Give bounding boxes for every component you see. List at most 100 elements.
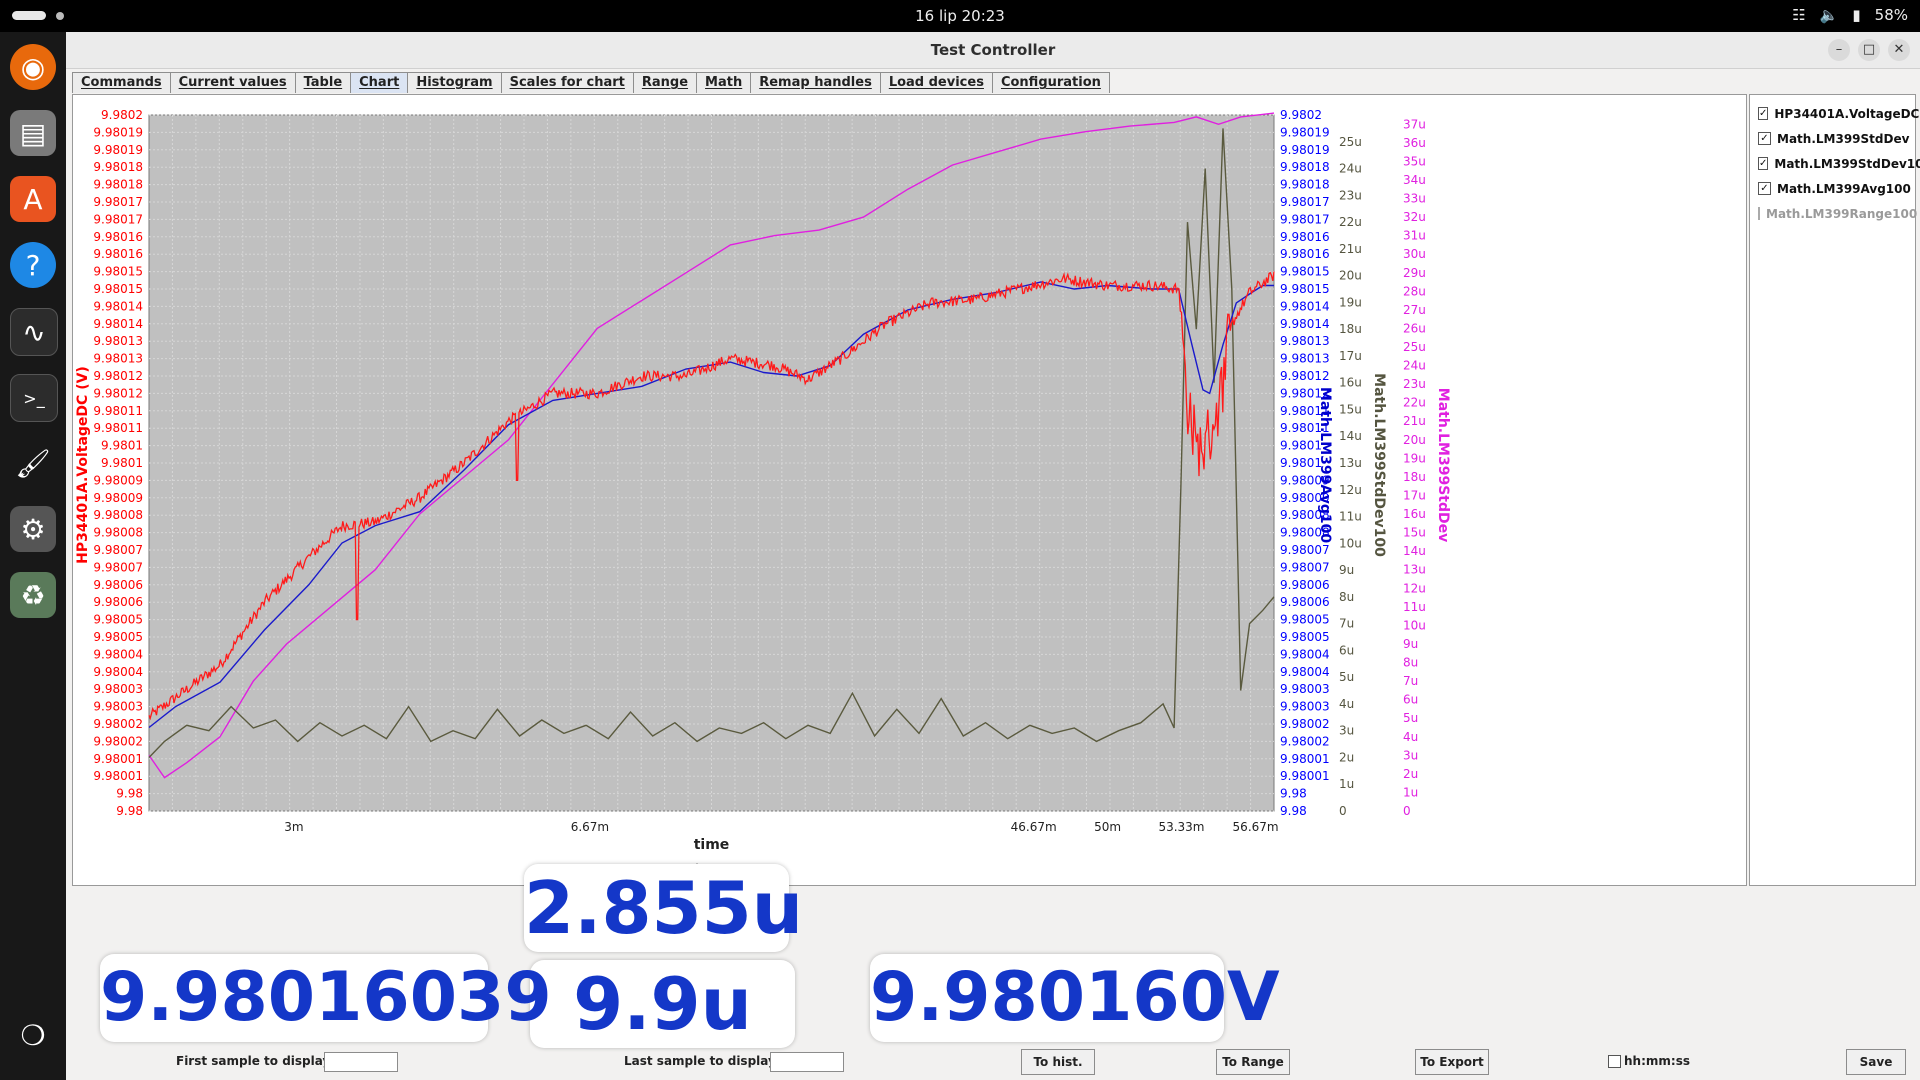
stddev-axis-tick-label: 24u bbox=[1403, 359, 1426, 373]
checkbox-range100[interactable] bbox=[1758, 207, 1760, 220]
tab-range[interactable]: Range bbox=[632, 72, 698, 93]
to-range-button[interactable]: To Range bbox=[1216, 1049, 1290, 1075]
legend-item-voltage[interactable]: ✓ HP34401A.VoltageDC bbox=[1750, 101, 1919, 126]
save-button[interactable]: Save bbox=[1846, 1049, 1906, 1075]
avg-axis-tick-label: 9.98 bbox=[1280, 804, 1307, 818]
avg-axis-tick-label: 9.98018 bbox=[1280, 160, 1330, 174]
help-icon[interactable]: ? bbox=[10, 242, 56, 288]
checkbox-stddev100[interactable]: ✓ bbox=[1758, 157, 1769, 170]
stddev-axis-tick-label: 7u bbox=[1403, 674, 1418, 688]
chart[interactable]: 9.98029.980199.980199.980189.980189.9801… bbox=[73, 95, 1746, 885]
avg-axis-tick-label: 9.98019 bbox=[1280, 125, 1330, 139]
files-icon[interactable]: ▤ bbox=[10, 110, 56, 156]
first-sample-input[interactable] bbox=[324, 1052, 398, 1072]
tab-chart[interactable]: Chart bbox=[350, 72, 409, 93]
stddev-axis-tick-label: 6u bbox=[1403, 693, 1418, 707]
left-axis-tick-label: 9.98002 bbox=[93, 734, 143, 748]
tab-histogram[interactable]: Histogram bbox=[407, 72, 502, 93]
left-axis-tick-label: 9.98002 bbox=[93, 717, 143, 731]
legend-label: Math.LM399Range100 bbox=[1766, 206, 1918, 221]
stddev-axis-tick-label: 35u bbox=[1403, 154, 1426, 168]
settings-icon[interactable]: ⚙ bbox=[10, 506, 56, 552]
tab-current-values[interactable]: Current values bbox=[169, 72, 296, 93]
terminal-icon[interactable]: >_ bbox=[10, 374, 58, 422]
legend-item-stddev100[interactable]: ✓ Math.LM399StdDev100 bbox=[1750, 151, 1920, 176]
last-sample-input[interactable] bbox=[770, 1052, 844, 1072]
avg-axis-tick-label: 9.98002 bbox=[1280, 734, 1330, 748]
stddev-axis-tick-label: 31u bbox=[1403, 229, 1426, 243]
left-axis-tick-label: 9.98019 bbox=[93, 143, 143, 157]
stddev100-axis-tick-label: 12u bbox=[1339, 483, 1362, 497]
stddev-axis-tick-label: 15u bbox=[1403, 526, 1426, 540]
left-axis-tick-label: 9.98006 bbox=[93, 578, 143, 592]
stddev-axis-tick-label: 26u bbox=[1403, 321, 1426, 335]
left-axis-tick-label: 9.98008 bbox=[93, 508, 143, 522]
test-controller-window: Test Controller – □ ✕ Commands Current v… bbox=[66, 32, 1920, 1080]
legend-item-stddev[interactable]: ✓ Math.LM399StdDev bbox=[1750, 126, 1915, 151]
tab-load-devices[interactable]: Load devices bbox=[879, 72, 993, 93]
stddev100-axis-tick-label: 3u bbox=[1339, 724, 1354, 738]
tab-scales-for-chart[interactable]: Scales for chart bbox=[500, 72, 634, 93]
avg-axis-tick-label: 9.98018 bbox=[1280, 178, 1330, 192]
stddev-axis-tick-label: 5u bbox=[1403, 711, 1418, 725]
to-hist-button[interactable]: To hist. bbox=[1021, 1049, 1095, 1075]
stddev100-axis-tick-label: 17u bbox=[1339, 349, 1362, 363]
avg-axis-tick-label: 9.98011 bbox=[1280, 421, 1330, 435]
stddev-axis-tick-label: 11u bbox=[1403, 600, 1426, 614]
stddev100-axis-tick-label: 19u bbox=[1339, 295, 1362, 309]
maximize-icon[interactable]: □ bbox=[1858, 39, 1880, 61]
left-axis-tick-label: 9.98015 bbox=[93, 282, 143, 296]
stddev-axis-tick-label: 27u bbox=[1403, 303, 1426, 317]
avg-axis-tick-label: 9.98015 bbox=[1280, 265, 1330, 279]
window-title: Test Controller bbox=[930, 41, 1056, 59]
hhmmss-checkbox[interactable] bbox=[1608, 1055, 1621, 1068]
stddev-axis-tick-label: 37u bbox=[1403, 117, 1426, 131]
firefox-icon[interactable]: ◉ bbox=[10, 44, 56, 90]
first-sample-label: First sample to display: bbox=[176, 1054, 336, 1068]
clock[interactable]: 16 lip 20:23 bbox=[915, 7, 1005, 25]
stddev100-axis-tick-label: 25u bbox=[1339, 135, 1362, 149]
tab-commands[interactable]: Commands bbox=[72, 72, 171, 93]
avg-axis-tick-label: 9.98014 bbox=[1280, 317, 1330, 331]
tab-table[interactable]: Table bbox=[294, 72, 352, 93]
stddev100-axis-tick-label: 2u bbox=[1339, 750, 1354, 764]
avg-axis-tick-label: 9.98002 bbox=[1280, 717, 1330, 731]
close-icon[interactable]: ✕ bbox=[1888, 39, 1910, 61]
checkbox-avg100[interactable]: ✓ bbox=[1758, 182, 1771, 195]
avg-axis-tick-label: 9.98001 bbox=[1280, 752, 1330, 766]
stddev-axis-tick-label: 12u bbox=[1403, 581, 1426, 595]
tab-math[interactable]: Math bbox=[696, 72, 752, 93]
to-export-button[interactable]: To Export bbox=[1415, 1049, 1489, 1075]
x-axis-tick-label: 6.67m bbox=[571, 820, 609, 834]
left-axis-tick-label: 9.98 bbox=[116, 787, 143, 801]
legend-item-range100[interactable]: Math.LM399Range100 bbox=[1750, 201, 1918, 226]
bottom-toolbar: First sample to display: Last sample to … bbox=[66, 1042, 1920, 1080]
left-axis-tick-label: 9.98006 bbox=[93, 595, 143, 609]
workspace-dot[interactable] bbox=[56, 12, 64, 20]
software-center-icon[interactable]: A bbox=[10, 176, 56, 222]
activities-indicator[interactable] bbox=[12, 11, 46, 20]
checkbox-stddev[interactable]: ✓ bbox=[1758, 132, 1771, 145]
avg-axis-tick-label: 9.98004 bbox=[1280, 647, 1330, 661]
stddev-axis-tick-label: 16u bbox=[1403, 507, 1426, 521]
left-axis-tick-label: 9.98 bbox=[116, 804, 143, 818]
paint-brush-icon[interactable]: 🖌 bbox=[15, 446, 51, 480]
system-monitor-icon[interactable]: ∿ bbox=[10, 308, 58, 356]
stddev-axis-tick-label: 17u bbox=[1403, 488, 1426, 502]
legend-item-avg100[interactable]: ✓ Math.LM399Avg100 bbox=[1750, 176, 1915, 201]
show-apps-icon[interactable]: ❍ bbox=[20, 1018, 46, 1052]
left-axis-tick-label: 9.98015 bbox=[93, 265, 143, 279]
checkbox-voltage[interactable]: ✓ bbox=[1758, 107, 1769, 120]
left-axis-tick-label: 9.98004 bbox=[93, 647, 143, 661]
minimize-icon[interactable]: – bbox=[1828, 39, 1850, 61]
stddev100-axis-tick-label: 16u bbox=[1339, 376, 1362, 390]
range100-display: 9.9u bbox=[530, 960, 795, 1048]
stddev100-axis-tick-label: 8u bbox=[1339, 590, 1354, 604]
stddev100-axis-tick-label: 1u bbox=[1339, 777, 1354, 791]
system-tray[interactable]: ☷ 🔈 ▮ 58% bbox=[1792, 6, 1908, 24]
trash-icon[interactable]: ♻ bbox=[10, 572, 56, 618]
stddev-axis-tick-label: 9u bbox=[1403, 637, 1418, 651]
avg-axis-tick-label: 9.98017 bbox=[1280, 212, 1330, 226]
tab-remap-handles[interactable]: Remap handles bbox=[750, 72, 881, 93]
tab-configuration[interactable]: Configuration bbox=[991, 72, 1110, 93]
